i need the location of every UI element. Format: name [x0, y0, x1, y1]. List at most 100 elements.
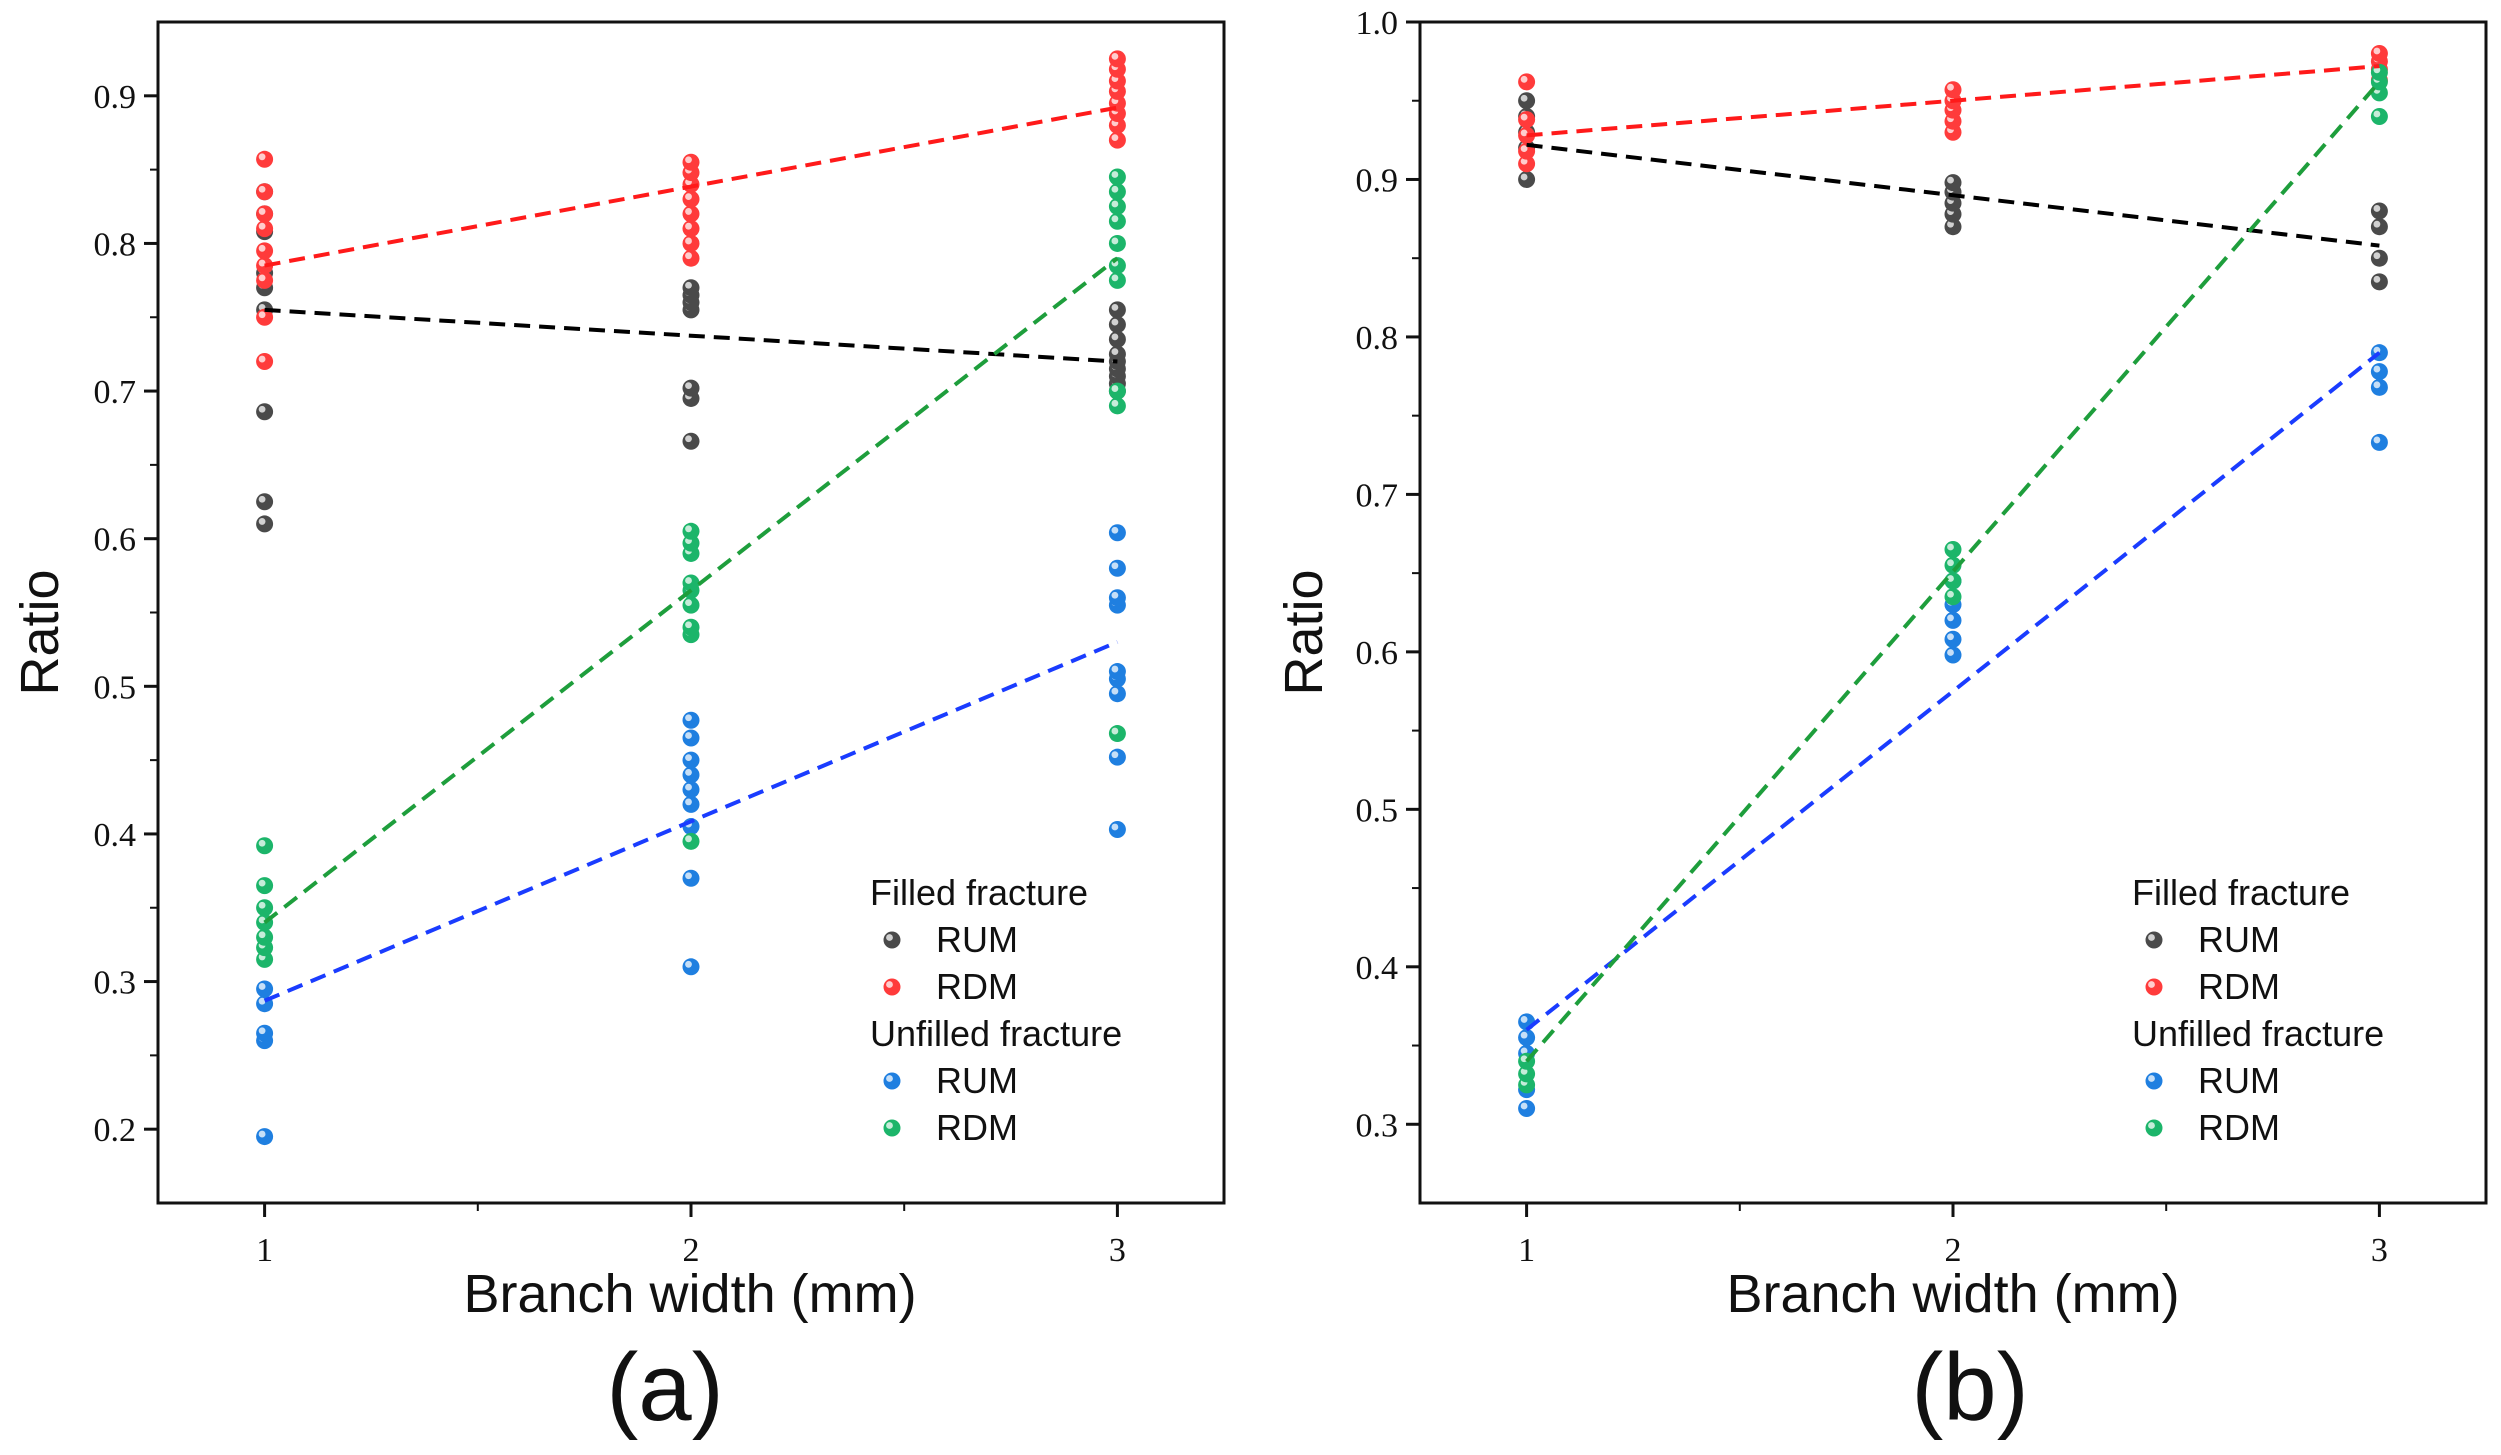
data-point-body [682, 766, 700, 784]
data-point-body [682, 234, 700, 252]
legend-marker-body [2145, 931, 2163, 949]
data-point-highlight [258, 1027, 266, 1035]
data-point-body [1944, 630, 1962, 648]
data-point-body [256, 205, 274, 223]
y-tick-label: 0.7 [94, 374, 137, 411]
data-point-body [1944, 611, 1962, 629]
data-point [1944, 611, 1962, 629]
data-point [2370, 378, 2388, 396]
data-point-highlight [2373, 436, 2381, 444]
data-point-body [1108, 330, 1126, 348]
data-point-highlight [2373, 381, 2381, 389]
data-point [1108, 330, 1126, 348]
data-point-body [1944, 588, 1962, 606]
data-point [1108, 685, 1126, 703]
legend-marker [2145, 931, 2163, 949]
legend-marker-highlight [886, 1122, 893, 1129]
trend-line [264, 307, 1118, 364]
data-point-highlight [1520, 1102, 1528, 1110]
data-point [256, 271, 274, 289]
y-tick-label: 0.9 [94, 79, 137, 116]
data-point [1108, 748, 1126, 766]
data-point-body [1518, 1100, 1536, 1118]
legend-group-title: Filled fracture [2132, 872, 2350, 913]
data-point-body [682, 832, 700, 850]
data-point [682, 958, 700, 976]
legend-marker [883, 931, 901, 949]
data-point-highlight [685, 621, 692, 629]
data-point-highlight [258, 153, 266, 161]
data-point-highlight [685, 193, 692, 201]
data-point-highlight [1111, 399, 1119, 407]
data-point-highlight [1947, 649, 1954, 656]
panel-label: (b) [1911, 1334, 2028, 1441]
data-point-body [1108, 212, 1126, 230]
chart-panel-a: 1 2 3 0.2 0.3 0.4 0.5 0.6 0.7 0.8 0.9 Branch width … [10, 20, 1226, 1441]
data-point-body [2370, 249, 2388, 267]
data-point [256, 1024, 274, 1042]
x-tick-label: 3 [2371, 1232, 2388, 1269]
data-point-highlight [1947, 543, 1954, 551]
y-tick-label: 0.7 [1356, 477, 1399, 514]
data-point [256, 183, 274, 201]
data-point-body [682, 869, 700, 887]
data-point-highlight [1947, 633, 1954, 641]
legend-entry-label: RUM [2198, 1060, 2280, 1101]
data-point [682, 795, 700, 813]
data-point-highlight [258, 405, 266, 413]
legend-marker-body [2145, 1072, 2163, 1090]
data-point-highlight [685, 525, 692, 533]
data-point-body [682, 249, 700, 267]
data-point [1518, 1100, 1536, 1118]
data-point-body [2370, 433, 2388, 451]
data-point-body [1108, 589, 1126, 607]
data-point-body [1108, 685, 1126, 703]
data-point [1518, 111, 1536, 129]
data-point-highlight [1520, 173, 1528, 181]
data-point [256, 899, 274, 917]
data-point-highlight [258, 185, 266, 193]
data-point-body [1108, 50, 1126, 68]
data-point-highlight [258, 259, 266, 267]
data-point-body [682, 751, 700, 769]
data-point [682, 379, 700, 397]
data-point-body [1108, 397, 1126, 415]
data-point-body [1518, 170, 1536, 188]
y-axis-title: Ratio [10, 569, 70, 695]
trend-line [1525, 351, 2381, 1032]
data-point-highlight [258, 208, 266, 215]
data-point [1108, 821, 1126, 839]
data-point-highlight [685, 714, 692, 722]
y-tick-label: 0.9 [1356, 162, 1399, 199]
data-point-highlight [685, 783, 692, 791]
panel-label: (a) [606, 1334, 723, 1441]
data-point [1108, 725, 1126, 743]
y-tick-label: 0.8 [94, 226, 137, 263]
data-point-highlight [258, 983, 266, 990]
y-tick-label: 0.2 [94, 1112, 137, 1149]
data-point-body [256, 515, 274, 533]
data-point-highlight [1520, 145, 1528, 153]
data-point [256, 242, 274, 260]
data-point-highlight [685, 960, 692, 968]
data-point-body [256, 403, 274, 421]
data-point [682, 205, 700, 223]
series-unfilled-fracture-rum [256, 524, 1126, 1146]
data-point-highlight [1111, 526, 1119, 534]
data-point-body [682, 379, 700, 397]
data-point-highlight [1111, 591, 1119, 599]
data-point-highlight [1520, 113, 1528, 121]
data-point [682, 729, 700, 747]
legend-marker [883, 978, 901, 996]
data-point [1944, 81, 1962, 99]
data-point [1518, 73, 1536, 91]
data-point [1108, 50, 1126, 68]
data-point [1944, 541, 1962, 559]
data-point-highlight [258, 222, 266, 230]
legend-entry-label: RUM [936, 1060, 1018, 1101]
data-point-body [682, 220, 700, 238]
data-point-highlight [1111, 385, 1119, 392]
data-point-body [1518, 1029, 1536, 1047]
data-point-highlight [685, 237, 692, 245]
